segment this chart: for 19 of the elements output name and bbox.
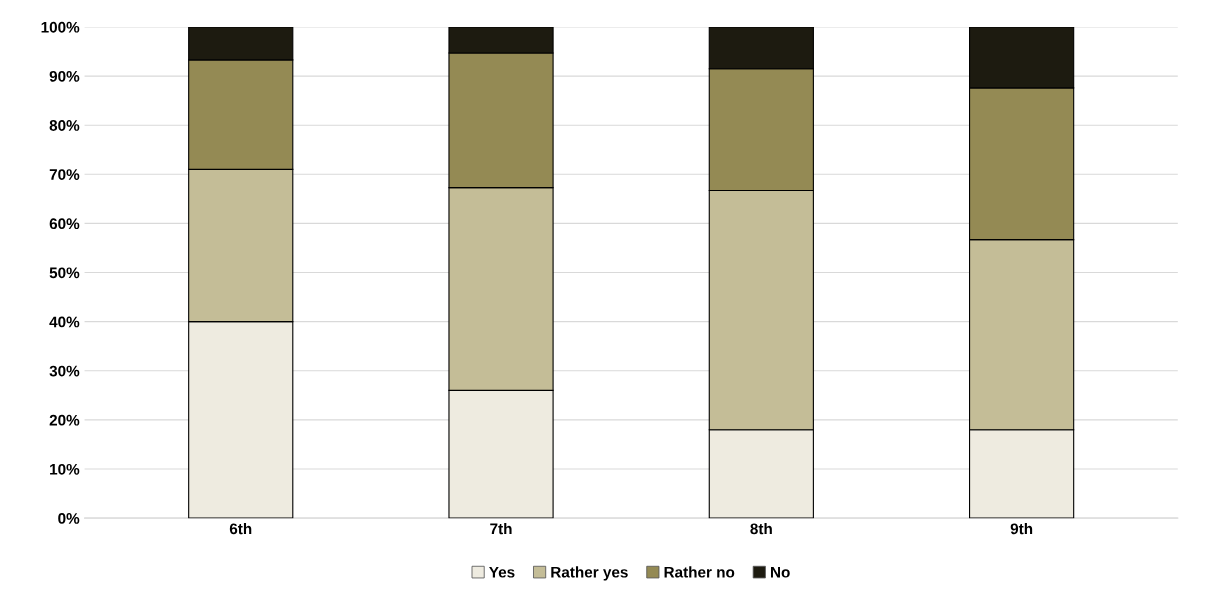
y-tick-label: 80% — [49, 120, 80, 131]
y-tick-label: 100% — [41, 21, 80, 33]
y-tick-label: 20% — [49, 414, 80, 426]
x-tick-label: 8th — [750, 523, 772, 535]
legend-label: Rather yes — [551, 566, 628, 581]
y-tick-label: 60% — [49, 218, 80, 230]
y-tick-label: 40% — [49, 316, 80, 328]
y-tick-label: 50% — [49, 267, 80, 279]
legend-label: Rather no — [664, 566, 735, 578]
y-tick-label: 0% — [58, 513, 80, 524]
legend-label: No — [771, 566, 790, 578]
y-tick-label: 90% — [49, 70, 80, 82]
y-tick-label: 30% — [49, 365, 80, 377]
y-tick-label: 10% — [50, 463, 80, 475]
x-tick-label: 9th — [1010, 523, 1033, 535]
legend-label: Yes — [489, 566, 515, 578]
y-tick-label: 70% — [49, 169, 80, 180]
x-tick-label: 6th — [229, 523, 252, 535]
x-tick-label: 7th — [490, 523, 512, 535]
